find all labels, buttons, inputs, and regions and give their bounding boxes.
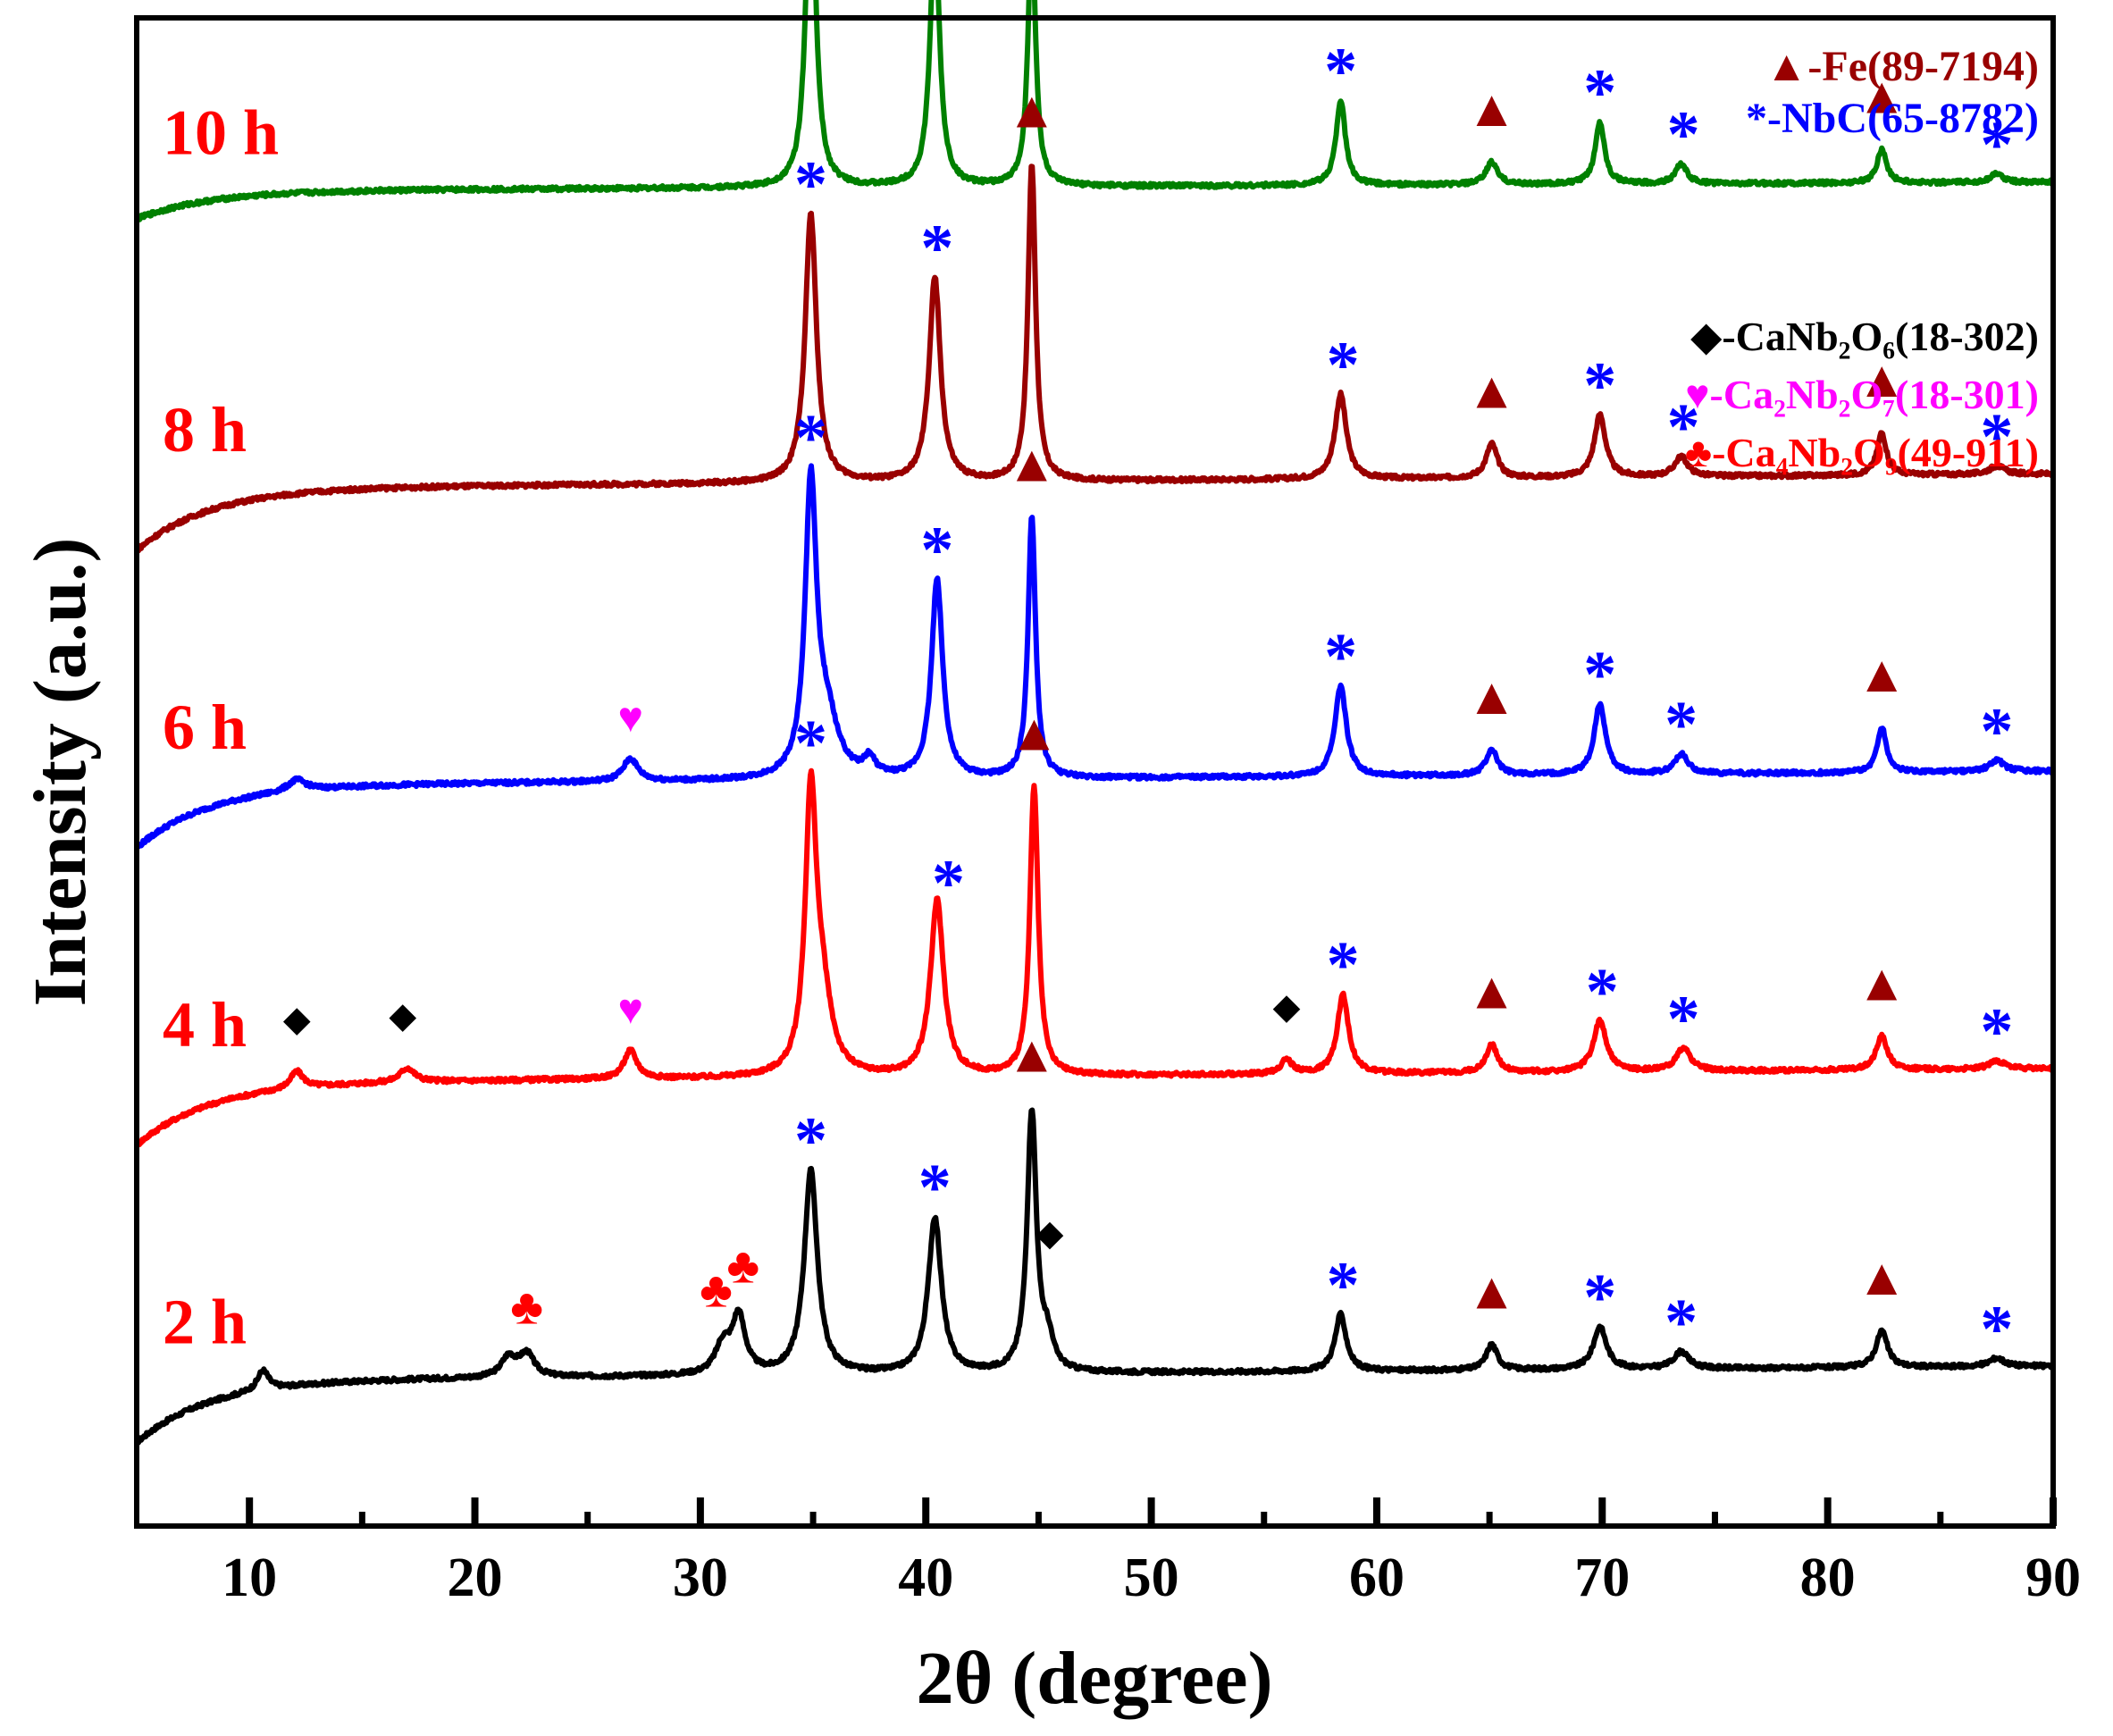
legend-entry: ◆-CaNb₂O₆(18-302) [1690, 314, 2039, 359]
fe-marker: ▲ [1009, 703, 1060, 761]
fe-marker: ▲ [1466, 362, 1517, 420]
nbc-marker: * [920, 514, 953, 587]
series-line-3 [134, 463, 2056, 850]
x-tick-label: 10 [222, 1547, 277, 1608]
fe-marker: ▲ [1466, 961, 1517, 1019]
nbc-marker: * [1664, 689, 1698, 762]
nbc-marker: * [1980, 1293, 2013, 1366]
nbc-marker: * [1583, 1262, 1616, 1335]
nbc-marker: * [1667, 98, 1700, 172]
nbc-marker: * [918, 1152, 952, 1225]
fe-marker: ▲ [1006, 434, 1057, 492]
canb2o6-marker: ◆ [1273, 986, 1301, 1027]
nbc-marker: * [1583, 56, 1616, 130]
legend-entry: ▲-Fe(89-7194) [1765, 43, 2039, 90]
nbc-marker: * [920, 212, 953, 285]
plot-frame [134, 15, 2056, 1529]
x-axis-label: 2θ (degree) [916, 1637, 1272, 1720]
x-tick-label: 60 [1349, 1547, 1404, 1608]
legend-top: ▲-Fe(89-7194) *-NbC(65-8782) [1746, 43, 2039, 142]
series-label-3: 6 h [163, 692, 247, 763]
nbc-marker: * [794, 148, 827, 222]
nbc-marker: * [1667, 983, 1700, 1056]
fe-marker: ▲ [1006, 80, 1057, 138]
fe-marker: ▲ [1466, 667, 1517, 725]
nbc-marker: * [1583, 638, 1616, 711]
nbc-marker: * [932, 847, 965, 920]
nbc-marker: * [1583, 349, 1616, 423]
nbc-marker: * [1667, 391, 1700, 465]
ca4nb2o9-marker: ♣ [700, 1262, 733, 1318]
nbc-marker: * [1980, 400, 2013, 474]
fe-marker: ▲ [1466, 1262, 1517, 1321]
fe-marker: ▲ [1006, 1025, 1057, 1083]
x-tick-label: 80 [1800, 1547, 1856, 1608]
nbc-marker: * [1327, 1249, 1360, 1322]
y-axis-label: Intensity (a.u.) [19, 537, 102, 1006]
x-tick-label: 20 [448, 1547, 503, 1608]
nbc-marker: * [1324, 620, 1357, 693]
ca4nb2o9-marker: ♣ [726, 1239, 759, 1295]
nbc-marker: * [794, 708, 827, 781]
nbc-marker: * [1980, 109, 2013, 182]
nbc-marker: * [1980, 995, 2013, 1069]
series-line-5 [135, 0, 2056, 222]
series-line-1 [134, 1107, 2056, 1446]
series-label-4: 8 h [163, 394, 247, 465]
series-line-2 [134, 767, 2056, 1148]
fe-marker: ▲ [1856, 67, 1907, 125]
x-tick-label: 50 [1124, 1547, 1179, 1608]
ca4nb2o9-marker: ♣ [510, 1280, 543, 1336]
legend-entry: ♥-Ca₂Nb₂O₇(18-301) [1685, 372, 2039, 417]
nbc-marker: * [794, 401, 827, 474]
x-tick-label: 70 [1574, 1547, 1630, 1608]
canb2o6-marker: ◆ [1036, 1212, 1064, 1253]
fe-marker: ▲ [1466, 80, 1517, 138]
fe-marker: ▲ [1856, 645, 1907, 703]
nbc-marker: * [1586, 955, 1619, 1028]
legend-middle: ◆-CaNb₂O₆(18-302) ♥-Ca₂Nb₂O₇(18-301) ♣-Ca₄… [1685, 314, 2039, 475]
marker-layer: ▲▲▲▲▲▲▲▲▲▲▲▲▲▲▲*************************… [283, 35, 2014, 1366]
ca2nb2o7-marker: ♥ [617, 694, 643, 742]
series-line-4 [134, 164, 2056, 554]
series-label-1: 2 h [163, 1287, 247, 1358]
fe-marker: ▲ [1856, 350, 1907, 408]
nbc-marker: * [1664, 1287, 1698, 1360]
x-tick-label: 30 [673, 1547, 728, 1608]
nbc-marker: * [1327, 929, 1360, 1002]
series-label-layer: 2 h 4 h 6 h 8 h 10 h [163, 96, 279, 1357]
nbc-marker: * [1980, 695, 2013, 768]
series-layer [134, 0, 2056, 1446]
nbc-marker: * [1324, 35, 1357, 108]
series-label-5: 10 h [163, 96, 279, 168]
x-tick-label: 40 [898, 1547, 953, 1608]
legend-entry: ♣-Ca₄Nb₂O₉(49-911) [1685, 430, 2039, 475]
x-axis-ticks: 10 20 30 40 50 60 70 80 90 [222, 1497, 2081, 1608]
fe-marker: ▲ [1856, 1248, 1907, 1306]
canb2o6-marker: ◆ [389, 995, 416, 1036]
nbc-marker: * [794, 1104, 827, 1178]
series-label-2: 4 h [163, 989, 247, 1061]
x-tick-label: 90 [2025, 1547, 2081, 1608]
ca2nb2o7-marker: ♥ [617, 985, 643, 1033]
fe-marker: ▲ [1856, 953, 1907, 1011]
canb2o6-marker: ◆ [283, 999, 311, 1039]
nbc-marker: * [1327, 329, 1360, 402]
legend-entry: *-NbC(65-8782) [1746, 95, 2039, 142]
